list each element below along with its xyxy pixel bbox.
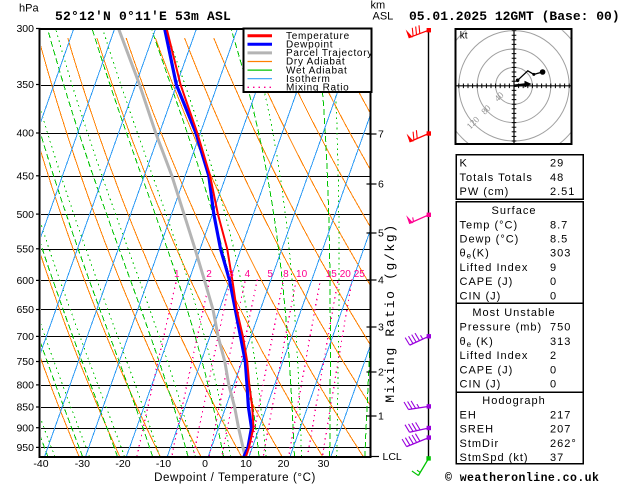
svg-text:θe (K): θe (K) — [460, 336, 494, 349]
svg-text:48: 48 — [550, 172, 564, 184]
svg-text:750: 750 — [550, 322, 571, 334]
svg-text:Surface: Surface — [492, 205, 537, 217]
svg-text:Dewpoint / Temperature (°C): Dewpoint / Temperature (°C) — [154, 472, 316, 484]
svg-text:0: 0 — [202, 458, 208, 470]
svg-text:650: 650 — [16, 304, 34, 316]
svg-text:207: 207 — [550, 424, 571, 436]
svg-text:400: 400 — [16, 128, 34, 140]
svg-text:350: 350 — [16, 79, 34, 91]
svg-text:8: 8 — [283, 269, 289, 280]
svg-text:5: 5 — [267, 269, 273, 280]
svg-text:450: 450 — [16, 171, 34, 183]
svg-text:PW (cm): PW (cm) — [460, 186, 510, 198]
svg-text:313: 313 — [550, 336, 571, 348]
svg-text:StmSpd (kt): StmSpd (kt) — [460, 452, 529, 464]
svg-text:CAPE (J): CAPE (J) — [460, 276, 514, 288]
svg-text:9: 9 — [550, 262, 557, 274]
svg-text:3: 3 — [378, 322, 384, 334]
svg-text:0: 0 — [550, 379, 557, 391]
svg-text:700: 700 — [16, 331, 34, 343]
svg-text:Lifted Index: Lifted Index — [460, 262, 529, 274]
svg-text:262°: 262° — [550, 438, 577, 450]
svg-text:20: 20 — [340, 269, 352, 280]
svg-text:800: 800 — [16, 380, 34, 392]
svg-text:LCL: LCL — [383, 451, 402, 463]
svg-text:1: 1 — [378, 411, 384, 423]
svg-text:Temperature: Temperature — [286, 31, 350, 42]
svg-text:ASL: ASL — [373, 11, 394, 23]
svg-text:Parcel Trajectory: Parcel Trajectory — [286, 48, 373, 59]
svg-text:km: km — [371, 0, 386, 12]
svg-text:CIN (J): CIN (J) — [460, 290, 502, 302]
svg-text:-40: -40 — [33, 458, 48, 470]
svg-text:7: 7 — [378, 129, 384, 141]
svg-text:10: 10 — [240, 458, 252, 470]
svg-text:950: 950 — [16, 442, 34, 454]
svg-text:550: 550 — [16, 244, 34, 256]
svg-text:850: 850 — [16, 402, 34, 414]
svg-text:kt: kt — [460, 31, 468, 42]
svg-text:5: 5 — [378, 228, 384, 240]
svg-text:600: 600 — [16, 275, 34, 287]
svg-text:SREH: SREH — [460, 424, 495, 436]
svg-text:8.5: 8.5 — [550, 234, 568, 246]
svg-text:750: 750 — [16, 356, 34, 368]
svg-text:2: 2 — [550, 350, 557, 362]
svg-text:2: 2 — [206, 269, 212, 280]
svg-text:EH: EH — [460, 409, 477, 421]
svg-text:-20: -20 — [115, 458, 130, 470]
svg-text:900: 900 — [16, 422, 34, 434]
svg-text:0: 0 — [550, 364, 557, 376]
svg-text:-10: -10 — [156, 458, 171, 470]
svg-text:0: 0 — [550, 290, 557, 302]
svg-text:© weatheronline.co.uk: © weatheronline.co.uk — [445, 472, 599, 485]
svg-text:8.7: 8.7 — [550, 219, 568, 231]
svg-text:300: 300 — [16, 23, 34, 35]
svg-text:10: 10 — [296, 269, 308, 280]
svg-text:0: 0 — [550, 276, 557, 288]
svg-text:Wet Adiabat: Wet Adiabat — [286, 65, 347, 76]
svg-text:500: 500 — [16, 209, 34, 221]
svg-text:Mixing Ratio: Mixing Ratio — [286, 83, 349, 94]
svg-text:303: 303 — [550, 248, 571, 260]
svg-text:CIN (J): CIN (J) — [460, 379, 502, 391]
svg-text:6: 6 — [378, 179, 384, 191]
svg-text:30: 30 — [318, 458, 330, 470]
svg-text:4: 4 — [378, 275, 384, 287]
svg-text:Lifted Index: Lifted Index — [460, 350, 529, 362]
svg-text:hPa: hPa — [19, 3, 39, 15]
svg-text:K: K — [460, 158, 468, 170]
svg-text:20: 20 — [278, 458, 290, 470]
svg-text:Totals Totals: Totals Totals — [460, 172, 533, 184]
svg-text:29: 29 — [550, 158, 564, 170]
svg-text:1: 1 — [174, 269, 180, 280]
svg-text:θe(K): θe(K) — [460, 248, 490, 261]
svg-text:Mixing Ratio (g/kg): Mixing Ratio (g/kg) — [383, 223, 398, 403]
svg-text:Most Unstable: Most Unstable — [472, 307, 555, 319]
svg-text:217: 217 — [550, 409, 571, 421]
svg-text:4: 4 — [245, 269, 251, 280]
svg-text:Dewp (°C): Dewp (°C) — [460, 234, 520, 246]
svg-text:Hodograph: Hodograph — [482, 395, 545, 407]
svg-text:2.51: 2.51 — [550, 186, 575, 198]
svg-text:Dewpoint: Dewpoint — [286, 40, 333, 51]
svg-text:-30: -30 — [75, 458, 90, 470]
svg-text:3: 3 — [228, 269, 234, 280]
svg-text:Dry Adiabat: Dry Adiabat — [286, 57, 345, 68]
svg-text:25: 25 — [354, 269, 366, 280]
svg-text:StmDir: StmDir — [460, 438, 500, 450]
svg-text:52°12'N 0°11'E 53m ASL: 52°12'N 0°11'E 53m ASL — [55, 9, 231, 24]
svg-text:37: 37 — [550, 452, 564, 464]
svg-text:CAPE (J): CAPE (J) — [460, 364, 514, 376]
svg-text:05.01.2025 12GMT (Base: 00): 05.01.2025 12GMT (Base: 00) — [409, 9, 620, 24]
svg-text:Temp (°C): Temp (°C) — [460, 219, 519, 231]
svg-text:Pressure (mb): Pressure (mb) — [460, 322, 543, 334]
svg-text:15: 15 — [326, 269, 338, 280]
svg-text:Isotherm: Isotherm — [286, 74, 331, 85]
svg-text:2: 2 — [378, 367, 384, 379]
